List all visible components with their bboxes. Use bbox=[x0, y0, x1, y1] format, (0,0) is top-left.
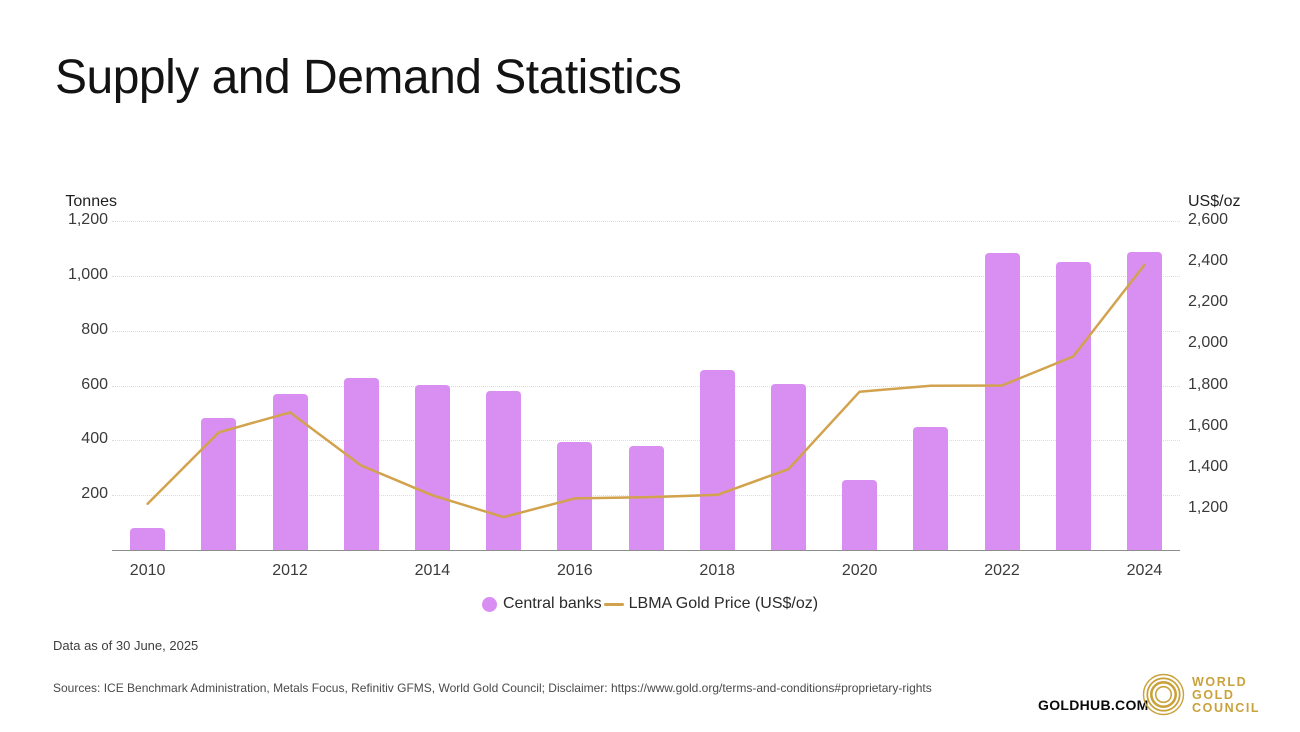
bar-slot bbox=[326, 221, 397, 550]
bar-slot bbox=[112, 221, 183, 550]
bar-2011[interactable] bbox=[201, 418, 237, 550]
plot-area bbox=[112, 221, 1180, 551]
left-axis-tick: 600 bbox=[81, 375, 108, 393]
right-axis-title: US$/oz bbox=[1188, 193, 1241, 210]
x-axis-tick bbox=[610, 562, 681, 580]
x-axis-tick: 2016 bbox=[557, 562, 593, 579]
x-axis-tick: 2018 bbox=[699, 562, 736, 579]
legend-item-central-banks[interactable]: Central banks bbox=[481, 595, 602, 613]
bar-slot bbox=[468, 221, 539, 550]
x-axis-tick: 2012 bbox=[272, 562, 308, 579]
bar-2021[interactable] bbox=[913, 426, 949, 550]
legend-item-lbma-gold-price[interactable]: LBMA Gold Price (US$/oz) bbox=[602, 595, 818, 613]
right-axis-tick: 2,200 bbox=[1188, 293, 1229, 311]
right-axis-tick: 2,600 bbox=[1188, 211, 1229, 228]
left-axis-tick: 800 bbox=[81, 320, 108, 338]
bar-2014[interactable] bbox=[414, 385, 450, 550]
x-axis-tick: 2020 bbox=[841, 562, 878, 579]
left-axis-title: Tonnes bbox=[65, 193, 117, 210]
goldhub-wordmark: GOLDHUB.COM bbox=[1038, 697, 1149, 713]
right-axis-tick: 1,200 bbox=[1188, 498, 1229, 516]
lbma-line-swatch-icon bbox=[603, 602, 624, 606]
bar-2023[interactable] bbox=[1055, 261, 1091, 550]
x-axis-tick bbox=[468, 562, 539, 580]
bar-2015[interactable] bbox=[486, 390, 522, 550]
world-gold-council-logo-icon bbox=[1142, 673, 1185, 716]
x-axis-labels: 2010 2012 2014 2016 2018 2020 2022 2024 bbox=[112, 562, 1180, 580]
bar-2020[interactable] bbox=[842, 480, 878, 550]
bar-slot bbox=[753, 221, 824, 550]
gridline bbox=[112, 385, 1180, 387]
bar-series-central-banks bbox=[112, 221, 1180, 550]
gridline bbox=[112, 275, 1180, 277]
x-axis-tick bbox=[326, 562, 397, 580]
bar-2022[interactable] bbox=[984, 253, 1020, 550]
left-axis-tick: 200 bbox=[81, 485, 108, 503]
bar-slot bbox=[539, 221, 610, 550]
left-axis-tick: 400 bbox=[81, 430, 108, 448]
legend-label-lbma-gold-price: LBMA Gold Price (US$/oz) bbox=[628, 595, 819, 612]
lbma-gold-price-line[interactable] bbox=[146, 263, 1146, 519]
x-axis-tick: 2010 bbox=[129, 562, 166, 579]
sources-disclaimer: Sources: ICE Benchmark Administration, M… bbox=[53, 681, 932, 695]
bar-2010[interactable] bbox=[130, 528, 166, 550]
right-axis-tick: 1,600 bbox=[1188, 416, 1229, 434]
central-banks-swatch-icon bbox=[481, 596, 497, 612]
page-title: Supply and Demand Statistics bbox=[55, 51, 682, 104]
bar-2013[interactable] bbox=[343, 377, 379, 550]
bar-slot bbox=[895, 221, 966, 550]
x-axis-tick: 2024 bbox=[1126, 562, 1163, 579]
gridline bbox=[112, 221, 1180, 222]
bar-slot bbox=[966, 221, 1037, 550]
x-axis-tick: 2014 bbox=[414, 562, 451, 579]
bar-slot bbox=[1109, 221, 1180, 550]
right-axis-tick: 2,000 bbox=[1188, 334, 1229, 352]
x-axis-tick bbox=[183, 562, 254, 580]
bar-slot bbox=[397, 221, 468, 550]
legend-label-central-banks: Central banks bbox=[502, 595, 602, 612]
world-gold-council-wordmark: WORLD GOLD COUNCIL bbox=[1192, 675, 1261, 716]
gridline bbox=[112, 440, 1180, 442]
x-axis-tick bbox=[1038, 562, 1109, 580]
data-as-of-note: Data as of 30 June, 2025 bbox=[53, 638, 199, 653]
bar-2018[interactable] bbox=[699, 370, 735, 550]
x-axis-tick bbox=[753, 562, 824, 580]
bar-2024[interactable] bbox=[1126, 252, 1162, 550]
bar-2016[interactable] bbox=[557, 441, 593, 550]
right-axis-tick: 2,400 bbox=[1188, 252, 1229, 270]
bar-2019[interactable] bbox=[770, 384, 806, 550]
legend: Central banks LBMA Gold Price (US$/oz) bbox=[0, 595, 1300, 613]
bar-slot bbox=[682, 221, 753, 550]
right-axis-tick: 1,400 bbox=[1188, 457, 1229, 475]
left-axis-tick: 1,000 bbox=[67, 265, 108, 283]
right-axis-tick: 1,800 bbox=[1188, 375, 1229, 393]
left-axis-tick: 1,200 bbox=[67, 211, 108, 228]
gridline bbox=[112, 330, 1180, 332]
bar-slot bbox=[183, 221, 254, 550]
x-axis-tick: 2022 bbox=[984, 562, 1020, 579]
bar-slot bbox=[1038, 221, 1109, 550]
x-axis-tick bbox=[895, 562, 966, 580]
bar-slot bbox=[824, 221, 895, 550]
